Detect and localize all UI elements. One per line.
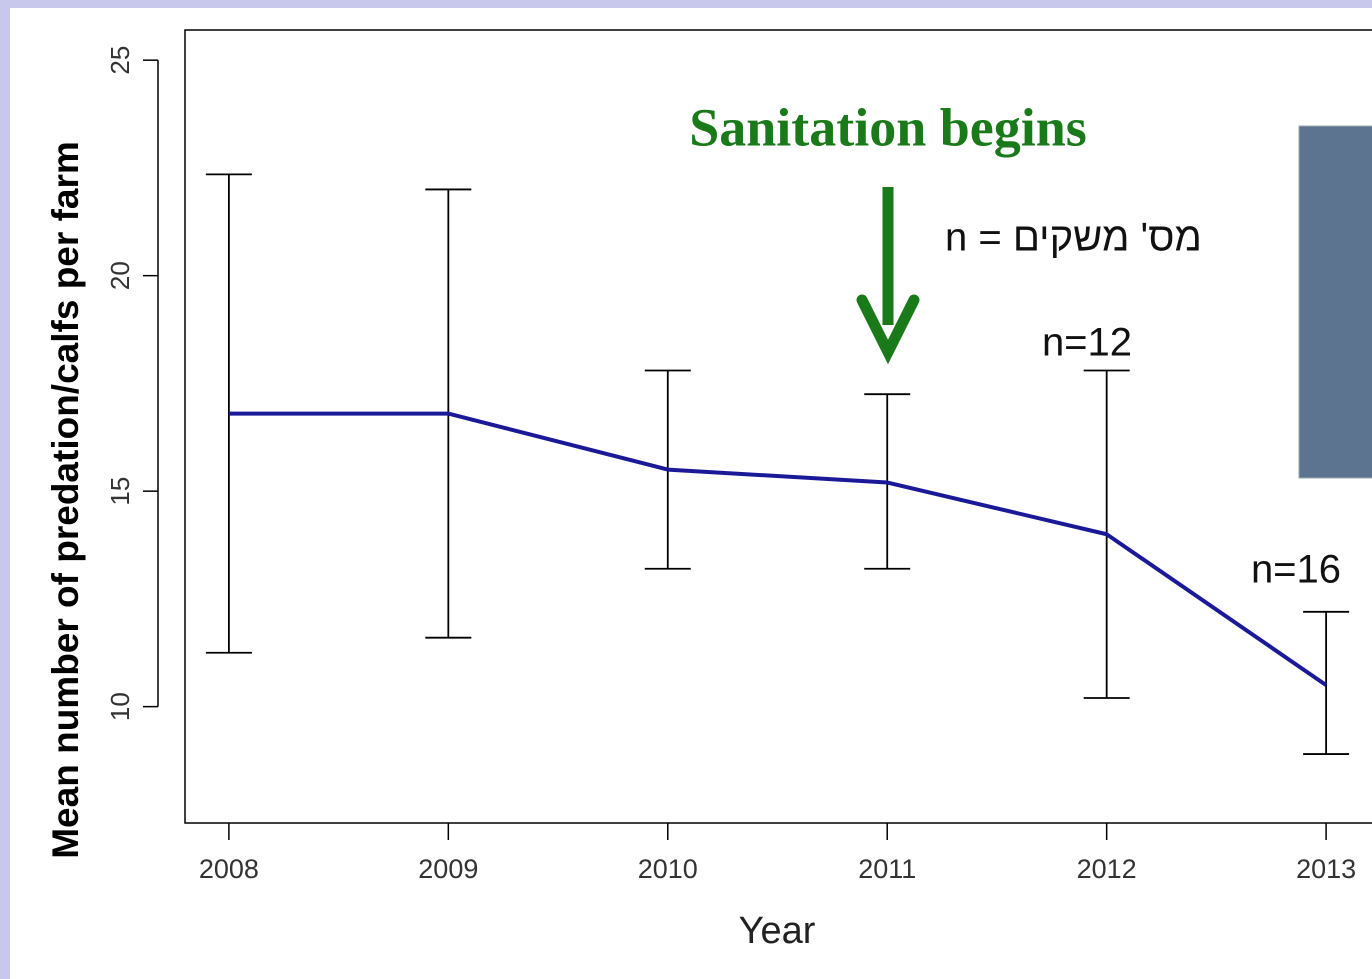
x-tick-label: 2008 <box>199 854 259 884</box>
x-axis-label: Year <box>739 910 816 952</box>
annotation-sanitation: Sanitation begins <box>689 97 1087 157</box>
y-tick-label: 20 <box>105 261 135 290</box>
y-axis-label: Mean number of predation/calfs per farm <box>45 141 86 859</box>
x-tick-label: 2010 <box>638 854 698 884</box>
slide-background <box>10 8 1372 979</box>
annotation-n-legend: n = מס' משקים <box>945 216 1202 260</box>
x-tick-label: 2013 <box>1296 854 1356 884</box>
x-tick-label: 2011 <box>858 854 916 884</box>
annotation-n16: n=16 <box>1251 548 1341 592</box>
y-tick-label: 25 <box>105 46 135 75</box>
x-tick-label: 2012 <box>1077 854 1137 884</box>
photo <box>1298 125 1372 479</box>
y-tick-label: 10 <box>105 692 135 721</box>
data-line <box>228 411 1328 687</box>
plot-box <box>184 29 1372 824</box>
y-tick-label: 15 <box>105 477 135 506</box>
annotation-n12: n=12 <box>1042 321 1132 365</box>
x-tick-label: 2009 <box>418 854 478 884</box>
arrow-head <box>856 294 920 365</box>
